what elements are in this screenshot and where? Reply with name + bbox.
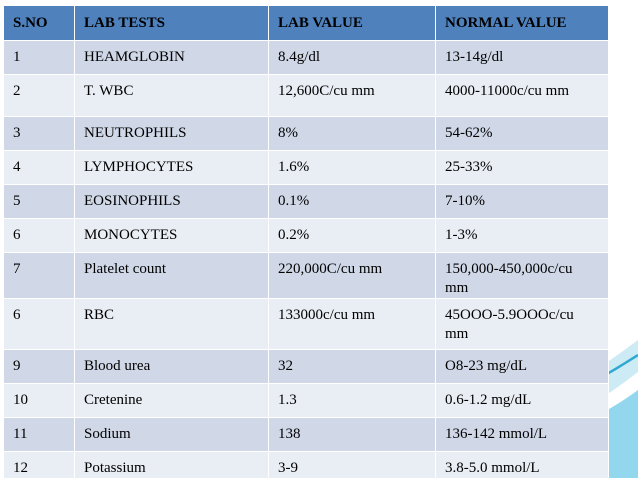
lab-value-cell: 1.3 bbox=[268, 383, 436, 418]
sno-cell: 5 bbox=[3, 184, 75, 219]
normal-value-cell: 45OOO-5.9OOOc/cu mm bbox=[435, 298, 609, 350]
table-row: 1 HEAMGLOBIN 8.4g/dl 13-14g/dl bbox=[3, 40, 609, 75]
normal-value-cell: 1-3% bbox=[435, 218, 609, 253]
lab-test-cell: HEAMGLOBIN bbox=[74, 40, 269, 75]
normal-value-cell: 0.6-1.2 mg/dL bbox=[435, 383, 609, 418]
normal-value-cell: 13-14g/dl bbox=[435, 40, 609, 75]
header-normal-value: NORMAL VALUE bbox=[435, 5, 609, 41]
lab-test-cell: Potassium bbox=[74, 451, 269, 478]
sno-cell: 6 bbox=[3, 218, 75, 253]
lab-value-cell: 0.2% bbox=[268, 218, 436, 253]
table-row: 6 RBC 133000c/cu mm 45OOO-5.9OOOc/cu mm bbox=[3, 298, 609, 350]
sno-cell: 2 bbox=[3, 74, 75, 117]
header-lab-value: LAB VALUE bbox=[268, 5, 436, 41]
normal-value-cell: 4000-11000c/cu mm bbox=[435, 74, 609, 117]
table-row: 4 LYMPHOCYTES 1.6% 25-33% bbox=[3, 150, 609, 185]
normal-value-cell: 136-142 mmol/L bbox=[435, 417, 609, 452]
lab-test-cell: Sodium bbox=[74, 417, 269, 452]
lab-value-cell: 220,000C/cu mm bbox=[268, 252, 436, 299]
normal-value-cell: 150,000-450,000c/cu mm bbox=[435, 252, 609, 299]
lab-value-cell: 0.1% bbox=[268, 184, 436, 219]
table-row: 5 EOSINOPHILS 0.1% 7-10% bbox=[3, 184, 609, 219]
sno-cell: 1 bbox=[3, 40, 75, 75]
lab-value-cell: 138 bbox=[268, 417, 436, 452]
table-row: 6 MONOCYTES 0.2% 1-3% bbox=[3, 218, 609, 253]
normal-value-cell: 3.8-5.0 mmol/L bbox=[435, 451, 609, 478]
table-row: 2 T. WBC 12,600C/cu mm 4000-11000c/cu mm bbox=[3, 74, 609, 117]
lab-value-cell: 3-9 bbox=[268, 451, 436, 478]
lab-test-cell: LYMPHOCYTES bbox=[74, 150, 269, 185]
lab-value-cell: 8.4g/dl bbox=[268, 40, 436, 75]
lab-test-cell: RBC bbox=[74, 298, 269, 350]
lab-value-cell: 32 bbox=[268, 349, 436, 384]
lab-test-cell: Blood urea bbox=[74, 349, 269, 384]
table-row: 7 Platelet count 220,000C/cu mm 150,000-450… bbox=[3, 252, 609, 299]
sno-cell: 9 bbox=[3, 349, 75, 384]
sno-cell: 3 bbox=[3, 116, 75, 151]
lab-test-cell: NEUTROPHILS bbox=[74, 116, 269, 151]
table-row: 11 Sodium 138 136-142 mmol/L bbox=[3, 417, 609, 452]
sno-cell: 10 bbox=[3, 383, 75, 418]
lab-value-cell: 8% bbox=[268, 116, 436, 151]
lab-test-cell: T. WBC bbox=[74, 74, 269, 117]
lab-test-cell: Cretenine bbox=[74, 383, 269, 418]
normal-value-cell: 7-10% bbox=[435, 184, 609, 219]
table-row: 12 Potassium 3-9 3.8-5.0 mmol/L bbox=[3, 451, 609, 478]
table-row: 9 Blood urea 32 O8-23 mg/dL bbox=[3, 349, 609, 384]
table-row: 10 Cretenine 1.3 0.6-1.2 mg/dL bbox=[3, 383, 609, 418]
sno-cell: 6 bbox=[3, 298, 75, 350]
normal-value-cell: O8-23 mg/dL bbox=[435, 349, 609, 384]
sno-cell: 4 bbox=[3, 150, 75, 185]
lab-value-cell: 12,600C/cu mm bbox=[268, 74, 436, 117]
lab-value-cell: 133000c/cu mm bbox=[268, 298, 436, 350]
table-header-row: S.NO LAB TESTS LAB VALUE NORMAL VALUE bbox=[3, 5, 609, 41]
header-sno: S.NO bbox=[3, 5, 75, 41]
lab-test-cell: EOSINOPHILS bbox=[74, 184, 269, 219]
sno-cell: 11 bbox=[3, 417, 75, 452]
lab-value-cell: 1.6% bbox=[268, 150, 436, 185]
lab-test-cell: MONOCYTES bbox=[74, 218, 269, 253]
normal-value-cell: 54-62% bbox=[435, 116, 609, 151]
sno-cell: 7 bbox=[3, 252, 75, 299]
lab-test-cell: Platelet count bbox=[74, 252, 269, 299]
header-lab-tests: LAB TESTS bbox=[74, 5, 269, 41]
normal-value-cell: 25-33% bbox=[435, 150, 609, 185]
table-row: 3 NEUTROPHILS 8% 54-62% bbox=[3, 116, 609, 151]
sno-cell: 12 bbox=[3, 451, 75, 478]
